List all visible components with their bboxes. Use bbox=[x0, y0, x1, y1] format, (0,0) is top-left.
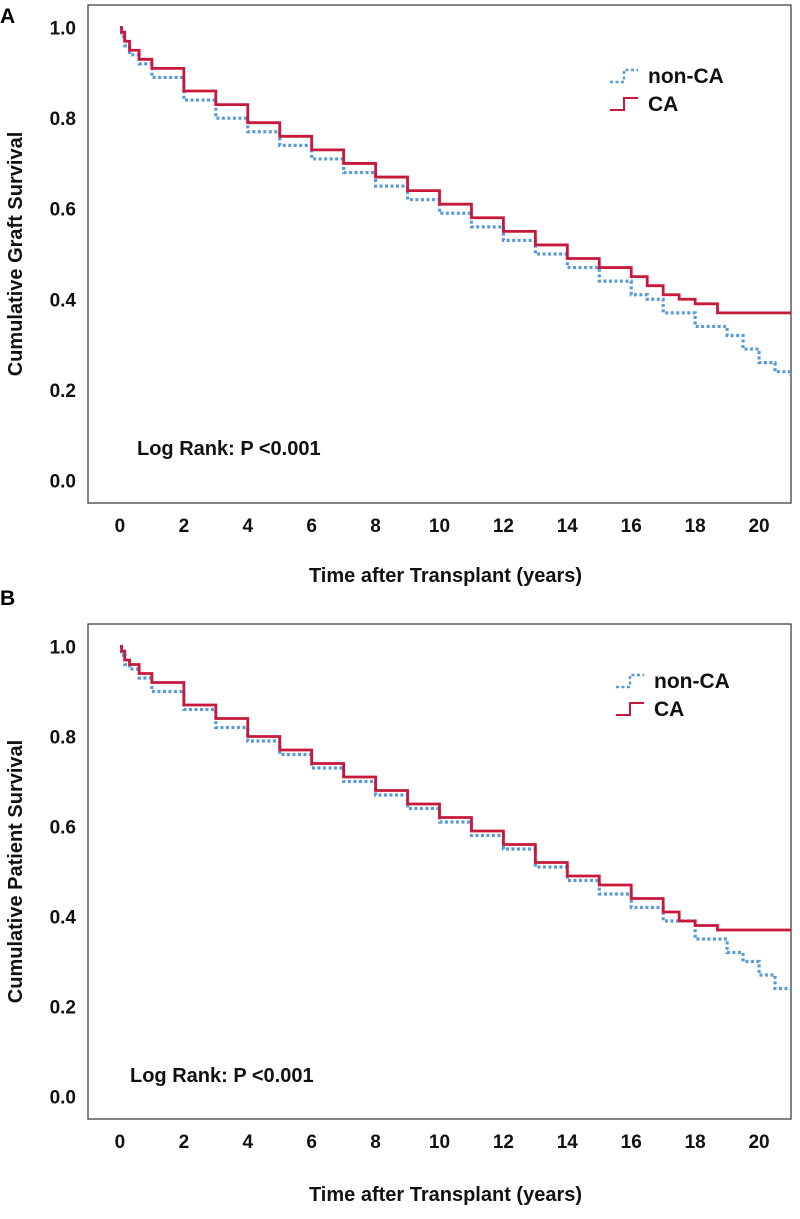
y-tick-label: 0.2 bbox=[50, 381, 76, 402]
chart-panel-a: A 0.0 0.2 0.4 0.6 0.8 1.0 0 2 4 6 8 10 12 14 16 18 20 Time… bbox=[0, 4, 792, 587]
legend-swatch-ca bbox=[610, 97, 638, 111]
y-tick-label: 0.0 bbox=[50, 1088, 76, 1109]
x-tick-label: 0 bbox=[115, 1132, 126, 1153]
x-tick-label: 16 bbox=[621, 1132, 642, 1153]
y-tick-label: 0.4 bbox=[50, 290, 77, 311]
x-tick-label: 14 bbox=[557, 516, 579, 537]
x-tick-label: 8 bbox=[370, 516, 381, 537]
x-tick-label: 20 bbox=[748, 1132, 769, 1153]
x-tick-label: 8 bbox=[370, 1132, 381, 1153]
y-tick-label: 0.0 bbox=[50, 471, 76, 492]
x-tick-label: 18 bbox=[685, 516, 706, 537]
x-tick-label: 12 bbox=[493, 516, 514, 537]
y-tick-label: 0.4 bbox=[50, 908, 77, 929]
series-line-ca bbox=[119, 26, 791, 315]
y-tick-label: 0.2 bbox=[50, 998, 76, 1019]
x-tick-label: 10 bbox=[429, 516, 450, 537]
x-tick-label: 20 bbox=[748, 516, 769, 537]
x-tick-label: 2 bbox=[179, 1132, 190, 1153]
log-rank-annotation: Log Rank: P <0.001 bbox=[137, 438, 321, 460]
plot-frame bbox=[87, 623, 792, 1120]
legend-label: non-CA bbox=[648, 65, 724, 88]
x-tick-label: 14 bbox=[557, 1132, 579, 1153]
x-tick-label: 18 bbox=[685, 1132, 706, 1153]
legend-label: CA bbox=[654, 698, 684, 721]
x-tick-label: 12 bbox=[493, 1132, 514, 1153]
x-axis-title: Time after Transplant (years) bbox=[309, 565, 582, 587]
series-line-ca bbox=[119, 645, 791, 932]
log-rank-annotation: Log Rank: P <0.001 bbox=[130, 1065, 314, 1087]
x-tick-label: 2 bbox=[179, 516, 190, 537]
y-axis-title: Cumulative Patient Survival bbox=[5, 740, 27, 1003]
x-tick-label: 6 bbox=[306, 1132, 317, 1153]
legend-swatch-non-ca bbox=[610, 68, 638, 84]
y-axis-title: Cumulative Graft Survival bbox=[5, 132, 27, 377]
x-axis-title: Time after Transplant (years) bbox=[309, 1184, 582, 1206]
legend: non-CA CA bbox=[610, 65, 724, 116]
legend-swatch-non-ca bbox=[616, 673, 644, 689]
y-tick-label: 0.6 bbox=[50, 818, 76, 839]
panel-label: B bbox=[0, 587, 15, 610]
x-tick-label: 10 bbox=[429, 1132, 450, 1153]
panel-label: A bbox=[0, 5, 15, 28]
legend-label: non-CA bbox=[654, 670, 730, 693]
legend-swatch-ca bbox=[616, 702, 644, 716]
y-tick-label: 1.0 bbox=[50, 19, 76, 40]
legend: non-CA CA bbox=[616, 670, 730, 721]
y-tick-label: 0.8 bbox=[50, 728, 76, 749]
legend-label: CA bbox=[648, 93, 678, 116]
plot-frame bbox=[87, 4, 792, 504]
x-tick-label: 16 bbox=[621, 516, 642, 537]
chart-panel-b: B 0.0 0.2 0.4 0.6 0.8 1.0 0 2 4 6 8 10 12 14 16 18 20 Time… bbox=[0, 587, 792, 1206]
y-tick-label: 0.6 bbox=[50, 200, 76, 221]
x-tick-label: 6 bbox=[306, 516, 317, 537]
x-tick-label: 0 bbox=[115, 516, 126, 537]
x-tick-label: 4 bbox=[242, 1132, 253, 1153]
y-tick-label: 1.0 bbox=[50, 638, 76, 659]
y-tick-label: 0.8 bbox=[50, 109, 76, 130]
x-tick-label: 4 bbox=[242, 516, 253, 537]
